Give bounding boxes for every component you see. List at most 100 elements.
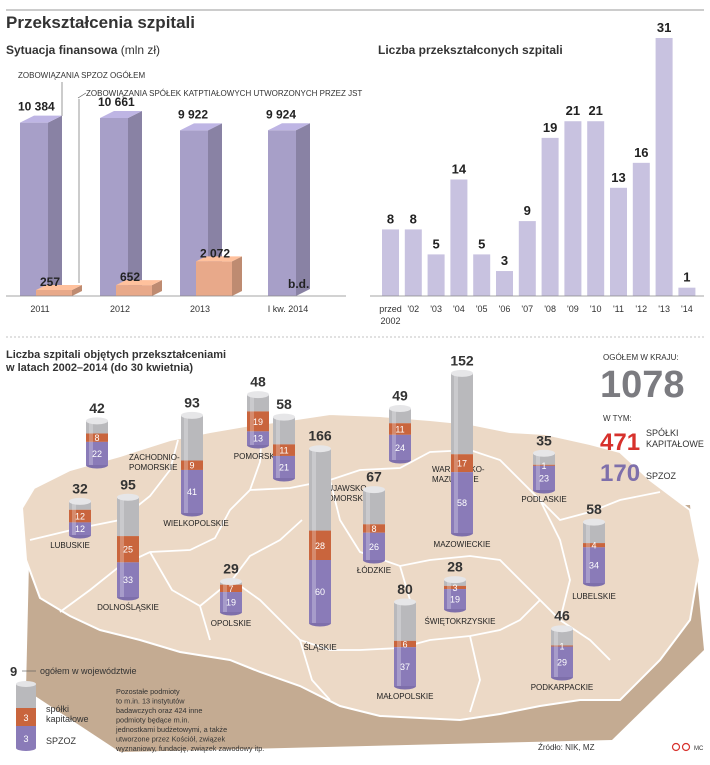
conversions-bar bbox=[564, 121, 582, 297]
cylinder-spolki-segment bbox=[394, 640, 416, 648]
voivodeship-cylinder: 67 8 26 bbox=[363, 469, 385, 564]
company-liability-bar-front bbox=[196, 261, 232, 296]
cylinder-spolki-segment bbox=[69, 509, 91, 523]
cylinder-spolki-segment bbox=[117, 536, 139, 563]
spzoz-liability-bar-side bbox=[128, 111, 142, 296]
cylinder-other-segment bbox=[69, 501, 91, 510]
cylinder-top bbox=[533, 449, 555, 457]
cylinder-highlight bbox=[223, 581, 227, 612]
note-line: podmioty będące m.in. bbox=[116, 716, 189, 725]
conversions-title: Liczba przekształconych szpitali bbox=[378, 43, 563, 57]
voivodeship-spzoz-label: 22 bbox=[92, 449, 102, 459]
cylinder-top bbox=[394, 598, 416, 606]
conversions-value-label: 31 bbox=[657, 20, 671, 35]
conversions-bar bbox=[450, 179, 468, 296]
conversions-bar bbox=[587, 121, 605, 297]
voivodeship-name-label: PODKARPACKIE bbox=[531, 683, 594, 692]
cylinder-other-segment bbox=[451, 373, 473, 455]
legend-cylinder-top bbox=[16, 681, 36, 687]
conversions-category-label: '07 bbox=[521, 304, 533, 314]
voivodeship-cylinder: 58 4 34 bbox=[583, 501, 605, 587]
cylinder-spzoz-segment bbox=[533, 465, 555, 490]
finance-category-label: 2013 bbox=[190, 304, 210, 314]
conversions-value-label: 3 bbox=[501, 253, 508, 268]
voivodeship-spolki-label: 11 bbox=[279, 446, 288, 456]
cylinder-highlight bbox=[554, 628, 558, 677]
voivodeship-total-label: 35 bbox=[536, 432, 552, 448]
voivodeship-name-label: KUJAWSKO- bbox=[322, 484, 370, 493]
cylinder-highlight bbox=[447, 579, 451, 609]
legend-total-number: 9 bbox=[10, 664, 17, 679]
legend-spolki-number: 3 bbox=[23, 713, 28, 723]
cylinder-highlight bbox=[250, 394, 254, 445]
voivodeship-name-label: MAZOWIECKIE bbox=[434, 540, 491, 549]
spzoz-liability-bar-top bbox=[100, 111, 142, 118]
conversions-value-label: 21 bbox=[566, 103, 580, 118]
conversions-bar bbox=[382, 229, 399, 296]
conversions-category-label: 2002 bbox=[380, 316, 400, 326]
cylinder-other-segment bbox=[394, 602, 416, 641]
voivodeship-spolki-label: 1 bbox=[559, 642, 564, 652]
legend-spzoz-segment bbox=[16, 726, 36, 748]
voivodeship-total-label: 58 bbox=[276, 396, 292, 412]
voivodeship-spzoz-label: 33 bbox=[123, 575, 133, 585]
voivodeship-total-label: 95 bbox=[120, 476, 136, 492]
legend-spolki-text-1: spółki bbox=[46, 704, 69, 714]
cylinder-top bbox=[86, 417, 108, 425]
voivodeship-spolki-label: 12 bbox=[75, 512, 85, 522]
map-legend: 9 ogółem w województwie 3 3 spółki kapit… bbox=[10, 664, 137, 751]
cylinder-spzoz-segment bbox=[117, 562, 139, 597]
cylinder-other-segment bbox=[247, 394, 269, 412]
spzoz-liability-bar-side bbox=[48, 115, 62, 296]
cylinder-highlight bbox=[392, 408, 396, 460]
voivodeship-name-label: ZACHODNIO- bbox=[129, 453, 180, 462]
cylinder-spzoz-segment bbox=[363, 532, 385, 560]
spolki-total-label-1: SPÓŁKI bbox=[646, 428, 679, 438]
voivodeship-spolki-label: 9 bbox=[189, 461, 194, 471]
voivodeship-name-label: MAŁOPOLSKIE bbox=[377, 692, 434, 701]
spzoz-total-label: SPZOZ bbox=[646, 471, 677, 481]
spzoz-total: 170 bbox=[600, 460, 640, 487]
cylinder-highlight bbox=[72, 501, 76, 535]
cylinder-spzoz-segment bbox=[451, 472, 473, 533]
voivodeship-spzoz-label: 26 bbox=[369, 542, 379, 552]
voivodeship-spzoz-label: 23 bbox=[539, 473, 549, 483]
cylinder-top bbox=[117, 493, 139, 501]
cylinder-spzoz-segment bbox=[220, 592, 242, 612]
note-line: jednostkami budżetowymi, a także bbox=[115, 725, 227, 734]
cylinder-spzoz-segment bbox=[86, 441, 108, 465]
spzoz-liability-label: 9 922 bbox=[178, 107, 208, 121]
cylinder-spzoz-segment bbox=[273, 455, 295, 478]
cylinder-highlight bbox=[536, 453, 540, 490]
company-liability-bar-front bbox=[36, 290, 72, 296]
conversions-category-label: '08 bbox=[544, 304, 556, 314]
conversions-value-label: 13 bbox=[611, 170, 625, 185]
voivodeship-spzoz-label: 41 bbox=[187, 487, 197, 497]
conversions-category-label: '06 bbox=[499, 304, 511, 314]
cylinder-top bbox=[273, 413, 295, 421]
cylinder-spolki-segment bbox=[181, 460, 203, 470]
cylinder-top bbox=[220, 578, 242, 586]
conversions-value-label: 5 bbox=[432, 236, 439, 251]
spolki-total-label-2: KAPITAŁOWE bbox=[646, 439, 704, 449]
cylinder-highlight bbox=[120, 497, 124, 597]
conversions-category-label: '12 bbox=[635, 304, 647, 314]
voivodeship-spolki-label: 19 bbox=[253, 417, 263, 427]
company-liability-bar-top bbox=[116, 280, 162, 286]
note-line: wyznaniowy, fundację, związek zawodowy i… bbox=[115, 744, 264, 753]
legend-spolki-text-2: kapitałowe bbox=[46, 714, 89, 724]
cylinder-spolki-segment bbox=[444, 585, 466, 590]
voivodeship-spzoz-label: 19 bbox=[450, 595, 460, 605]
cylinder-spolki-segment bbox=[451, 454, 473, 473]
cylinder-top bbox=[247, 391, 269, 399]
cylinder-top bbox=[583, 518, 605, 526]
voivodeship-spolki-label: 11 bbox=[395, 425, 404, 435]
spzoz-liability-bar-top bbox=[20, 115, 62, 123]
finance-bars: 10 384 257 2011 10 661 652 2012 9 922 2 072 2013… bbox=[18, 95, 310, 314]
voivodeship-cylinder: 95 25 33 bbox=[117, 476, 139, 601]
map-title-line-2: w latach 2002–2014 (do 30 kwietnia) bbox=[5, 362, 193, 374]
cylinder-highlight bbox=[366, 489, 370, 560]
cylinder-top bbox=[451, 369, 473, 377]
